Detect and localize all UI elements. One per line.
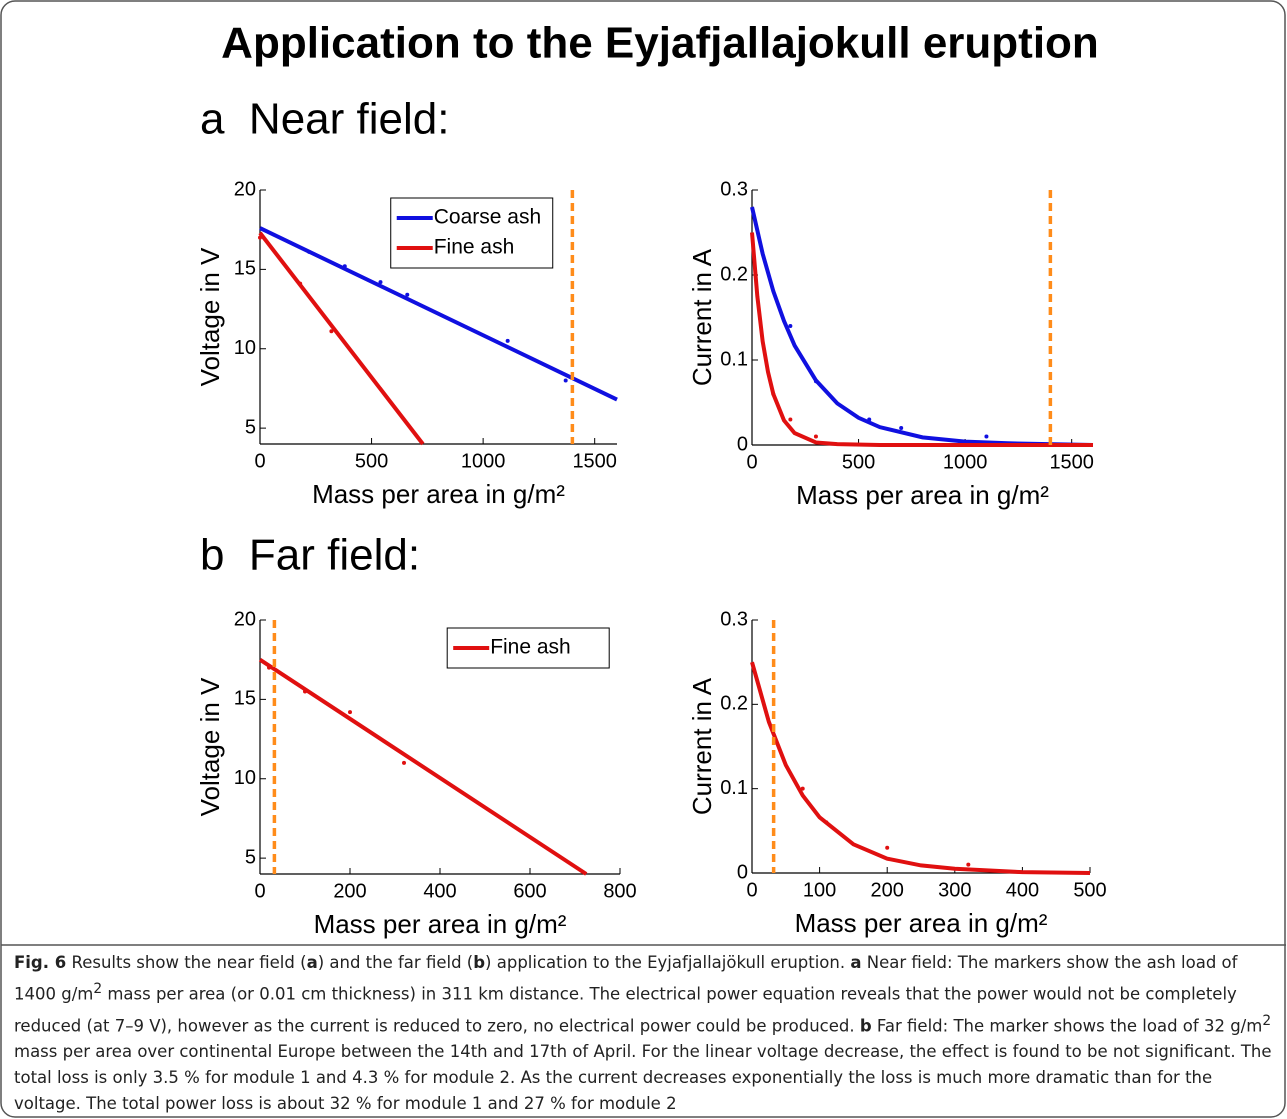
legend-label: Coarse ash — [434, 206, 541, 229]
y-tick-label: 0.1 — [720, 348, 748, 370]
x-axis-label: Mass per area in g/m² — [314, 909, 567, 939]
x-tick-label: 1000 — [943, 451, 988, 473]
section-label: a Near field: — [200, 95, 449, 144]
legend-label: Fine ash — [434, 236, 515, 259]
y-tick-label: 0 — [737, 861, 748, 883]
data-point — [899, 426, 904, 430]
caption-text: b — [473, 953, 486, 972]
y-axis-label: Voltage in V — [195, 247, 225, 386]
y-axis-label: Voltage in V — [195, 677, 225, 816]
data-point — [885, 845, 890, 850]
x-tick-label: 0 — [254, 450, 265, 472]
data-line — [258, 231, 425, 446]
caption-text: Far field: The marker shows the load of … — [871, 1016, 1263, 1035]
caption-text: 2 — [93, 981, 103, 997]
data-point — [966, 862, 971, 867]
y-tick-label: 10 — [234, 337, 256, 359]
caption: Fig. 6 Results show the near field (a) a… — [14, 950, 1276, 1117]
data-point — [405, 292, 410, 297]
data-line — [750, 206, 1094, 447]
data-point — [348, 710, 352, 715]
x-tick-label: 800 — [603, 880, 636, 902]
x-tick-label: 200 — [871, 879, 904, 901]
data-point — [800, 786, 805, 791]
y-tick-label: 0.2 — [720, 693, 748, 715]
data-line — [259, 226, 618, 402]
caption-text: a — [306, 953, 318, 972]
data-point — [505, 338, 510, 343]
caption-text: ) application to the Eyjafjallajökull er… — [485, 953, 851, 972]
data-point — [563, 378, 568, 383]
y-tick-label: 15 — [234, 258, 256, 280]
x-tick-label: 0 — [746, 451, 757, 473]
x-tick-label: 500 — [1073, 879, 1106, 901]
data-line — [750, 661, 1091, 875]
data-point — [788, 324, 793, 328]
x-tick-label: 500 — [355, 450, 388, 472]
y-tick-label: 20 — [234, 178, 256, 200]
y-axis-label: Current in A — [687, 677, 717, 815]
x-tick-label: 0 — [254, 880, 265, 902]
y-tick-label: 15 — [234, 688, 256, 710]
y-tick-label: 20 — [234, 608, 256, 630]
data-line — [750, 232, 1093, 447]
x-axis-label: Mass per area in g/m² — [795, 908, 1048, 938]
caption-text: b — [859, 1016, 872, 1035]
y-tick-label: 0.1 — [720, 777, 748, 799]
x-tick-label: 400 — [423, 880, 456, 902]
caption-text: Fig. 6 — [14, 953, 67, 972]
data-point — [258, 235, 262, 240]
data-point — [984, 434, 989, 439]
data-point — [378, 280, 383, 285]
y-tick-label: 5 — [245, 846, 256, 868]
figure-title: Application to the Eyjafjallajokull erup… — [221, 19, 1099, 68]
y-tick-label: 0.3 — [720, 608, 748, 630]
section-label: b Far field: — [200, 531, 420, 580]
data-point — [771, 392, 776, 396]
x-tick-label: 1000 — [461, 450, 506, 472]
x-tick-label: 300 — [938, 879, 971, 901]
y-tick-label: 0.3 — [720, 178, 748, 200]
data-point — [813, 434, 818, 439]
caption-text: 2 — [1262, 1012, 1272, 1029]
caption-text: ) and the far field ( — [317, 953, 474, 972]
data-point — [307, 249, 312, 254]
x-tick-label: 600 — [513, 880, 546, 902]
data-point — [867, 417, 872, 422]
caption-text: Near field: The markers show the ash loa… — [14, 953, 1238, 1004]
y-tick-label: 5 — [245, 416, 256, 438]
data-point — [788, 417, 793, 422]
caption-text: a — [850, 953, 862, 972]
x-tick-label: 400 — [1006, 879, 1039, 901]
legend-label: Fine ash — [490, 636, 571, 659]
y-tick-label: 0.2 — [720, 263, 748, 285]
y-tick-label: 0 — [737, 433, 748, 455]
caption-text: mass per area over continental Europe be… — [14, 1042, 1272, 1113]
y-axis-label: Current in A — [687, 248, 717, 386]
legend-box — [390, 197, 554, 269]
x-tick-label: 1500 — [572, 450, 617, 472]
x-tick-label: 0 — [746, 879, 757, 901]
x-tick-label: 200 — [333, 880, 366, 902]
data-point — [342, 264, 347, 269]
data-point — [329, 329, 334, 334]
data-point — [813, 379, 818, 384]
data-point — [303, 689, 307, 694]
x-tick-label: 1500 — [1049, 451, 1094, 473]
x-tick-label: 500 — [842, 451, 875, 473]
x-tick-label: 100 — [803, 879, 836, 901]
y-tick-label: 10 — [234, 767, 256, 789]
x-axis-label: Mass per area in g/m² — [312, 479, 565, 509]
data-point — [824, 820, 829, 825]
caption-text: Results show the near field ( — [66, 953, 307, 972]
data-point — [298, 281, 303, 286]
x-axis-label: Mass per area in g/m² — [796, 480, 1049, 510]
data-point — [267, 665, 271, 670]
data-line — [258, 658, 588, 876]
caption-text: mass per area (or 0.01 cm thickness) in … — [14, 984, 1237, 1036]
data-point — [402, 760, 406, 765]
